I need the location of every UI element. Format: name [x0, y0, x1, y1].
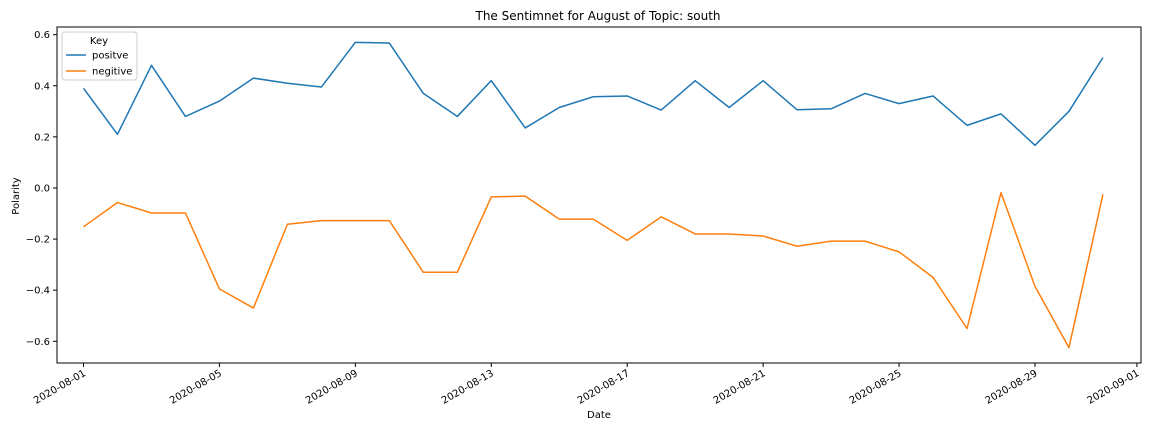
y-tick-label: 0.6 — [34, 30, 50, 41]
y-tick-label: 0.2 — [34, 132, 50, 143]
y-tick-label: 0.4 — [34, 81, 50, 92]
y-axis: 0.6 0.4 0.2 0.0 −0.2 −0.4 −0.6 — [26, 30, 57, 348]
x-tick-label: 2020-08-17 — [576, 368, 632, 407]
legend-title: Key — [90, 36, 108, 47]
y-tick-label: −0.2 — [26, 235, 50, 246]
x-axis-label: Date — [587, 410, 611, 421]
y-tick-label: −0.4 — [26, 286, 50, 297]
legend-entry: negitive — [92, 67, 132, 78]
chart-title: The Sentimnet for August of Topic: south — [474, 9, 720, 23]
y-axis-label: Polarity — [11, 177, 22, 215]
y-tick-label: −0.6 — [26, 337, 50, 348]
y-tick-label: 0.0 — [34, 183, 50, 194]
legend: Key positve negitive — [61, 31, 138, 81]
series-layer — [82, 41, 1104, 349]
plot-frame — [56, 26, 1142, 364]
x-tick-label: 2020-08-05 — [168, 368, 224, 407]
x-tick-label: 2020-08-29 — [984, 368, 1040, 407]
x-tick-label: 2020-08-13 — [440, 368, 496, 407]
x-tick-label: 2020-08-25 — [848, 368, 904, 407]
legend-entry: positve — [92, 51, 128, 62]
legend-box — [61, 31, 138, 81]
x-axis: 2020-08-01 2020-08-05 2020-08-09 2020-08-13… — [32, 363, 1141, 407]
x-tick-label: 2020-08-21 — [712, 368, 768, 407]
series-line-0 — [82, 41, 1104, 147]
x-tick-label: 2020-09-01 — [1086, 368, 1142, 407]
series-line-1 — [83, 191, 1104, 349]
x-tick-label: 2020-08-01 — [32, 368, 88, 407]
x-tick-label: 2020-08-09 — [304, 368, 360, 407]
